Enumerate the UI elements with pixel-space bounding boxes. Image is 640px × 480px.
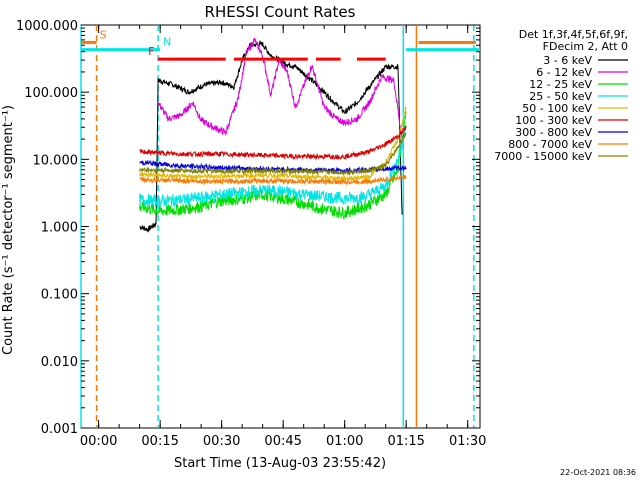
y-tick-label: 1.000 [41, 221, 78, 236]
x-tick-label: 01:15 [387, 434, 424, 449]
legend-label: 3 - 6 keV [543, 54, 592, 67]
y-tick-label: 1000.000 [16, 19, 78, 34]
flag-label: N [163, 36, 171, 49]
x-tick-label: 00:30 [203, 434, 240, 449]
series-line [139, 174, 407, 187]
legend-header: Det 1f,3f,4f,5f,6f,9f, [519, 28, 628, 41]
timestamp: 22-Oct-2021 08:36 [560, 468, 636, 477]
y-tick-label: 10.000 [33, 153, 79, 168]
chart-title: RHESSI Count Rates [205, 3, 356, 21]
x-tick-label: 00:15 [141, 434, 178, 449]
y-tick-label: 0.001 [41, 422, 78, 437]
y-axis-label: Count Rate (s⁻¹ detector⁻¹ segment⁻¹) [1, 105, 16, 355]
legend-label: 300 - 800 keV [515, 126, 592, 139]
series-line [139, 106, 407, 182]
plot-frame [80, 24, 481, 429]
flag-label: S [100, 28, 107, 41]
series-line [139, 111, 407, 220]
series-line [157, 37, 403, 140]
y-tick-label: 0.100 [41, 288, 78, 303]
series-line [139, 40, 403, 233]
x-tick-label: 01:00 [326, 434, 363, 449]
x-tick-label: 01:30 [449, 434, 486, 449]
legend-label: 6 - 12 keV [536, 66, 592, 79]
y-tick-label: 0.010 [41, 355, 78, 370]
y-axis-ticks: 0.001 0.010 0.100 1.000 10.000 100.000 1000.00… [16, 19, 480, 437]
series-line [139, 125, 407, 161]
series-lines [139, 37, 407, 233]
legend-label: 7000 - 15000 keV [494, 150, 592, 163]
series-line [139, 132, 407, 177]
legend-label: 50 - 100 keV [522, 102, 592, 115]
y-tick-label: 100.000 [24, 86, 78, 101]
legend: Det 1f,3f,4f,5f,6f,9f,FDecim 2, Att 03 -… [494, 28, 628, 163]
legend-header: FDecim 2, Att 0 [543, 40, 628, 53]
flag-label: F [148, 45, 154, 58]
legend-label: 100 - 300 keV [515, 114, 592, 127]
x-tick-label: 00:45 [264, 434, 301, 449]
x-tick-label: 00:00 [80, 434, 117, 449]
legend-label: 800 - 7000 keV [508, 138, 592, 151]
x-axis-label: Start Time (13-Aug-03 23:55:42) [174, 456, 386, 471]
x-axis-ticks: 00:00 00:15 00:30 00:45 01:00 01:15 01:30 [80, 25, 486, 449]
plot-border [80, 24, 481, 429]
series-line [139, 159, 407, 175]
flag-bars: S NF [81, 28, 480, 61]
series-line [139, 125, 407, 208]
legend-label: 25 - 50 keV [529, 90, 592, 103]
legend-label: 12 - 25 keV [529, 78, 592, 91]
